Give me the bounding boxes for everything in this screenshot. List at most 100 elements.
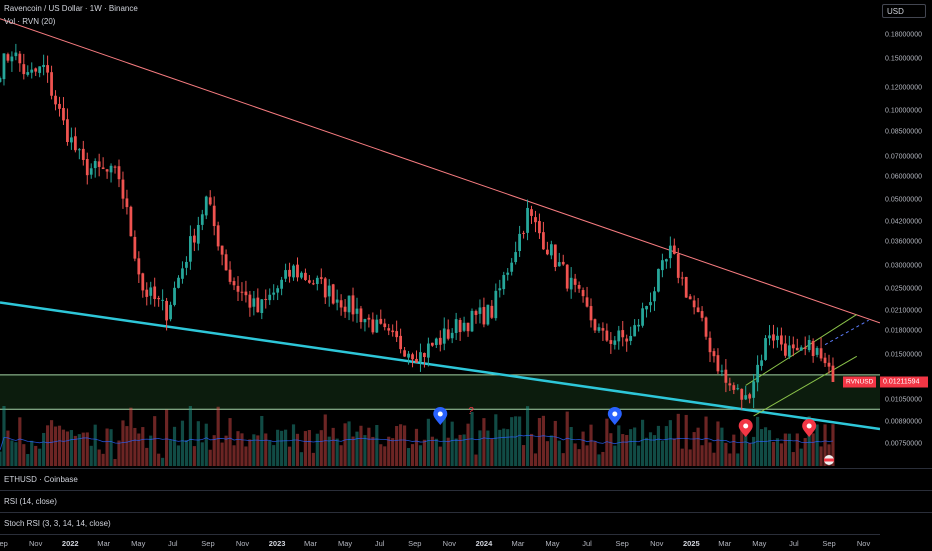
stoch-rsi-pane[interactable]: Stoch RSI (3, 3, 14, 14, close) — [0, 512, 932, 534]
price-axis-label: 0.02500000 — [885, 285, 922, 293]
main-chart[interactable]: ? — [0, 0, 880, 468]
candle-body — [819, 348, 823, 359]
volume-bar — [728, 453, 732, 466]
volume-ma-line — [0, 434, 834, 451]
volume-bar — [601, 451, 605, 466]
candle-body — [240, 291, 244, 293]
candle-body — [768, 335, 771, 339]
volume-bar — [605, 418, 609, 466]
projection-line — [824, 319, 869, 346]
price-axis-label: 0.15000000 — [885, 55, 922, 63]
currency-button[interactable]: USD — [882, 4, 926, 18]
volume-bar — [280, 430, 284, 466]
candle-body — [196, 224, 200, 244]
volume-bar — [97, 449, 101, 466]
volume-bar — [783, 433, 787, 466]
candle-body — [502, 275, 506, 290]
candle-body — [605, 330, 609, 341]
candle-body — [748, 394, 752, 399]
symbol-tag: RVNUSD — [843, 376, 877, 388]
candle-body — [760, 360, 763, 366]
volume-bar — [644, 437, 649, 466]
candle-body — [438, 337, 442, 345]
volume-bar — [220, 442, 224, 466]
candle-body — [811, 341, 815, 357]
candle-body — [510, 262, 514, 272]
volume-bar — [430, 436, 434, 466]
volume-bar — [502, 428, 506, 466]
candle-body — [383, 323, 387, 328]
time-axis-label: Jul — [374, 539, 385, 548]
volume-bar — [696, 427, 700, 466]
volume-bar — [732, 434, 736, 466]
volume-bar — [180, 420, 185, 466]
volume-bar — [387, 436, 391, 466]
volume-bar — [327, 436, 331, 466]
volume-bar — [46, 425, 50, 466]
candle-body — [613, 340, 617, 345]
candle-body — [466, 322, 470, 332]
volume-bar — [466, 423, 470, 466]
volume-bar — [315, 433, 319, 466]
candle-body — [724, 369, 728, 383]
candle-body — [426, 343, 430, 358]
candle-body — [542, 232, 545, 250]
candle-body — [791, 344, 795, 349]
candle-body — [692, 300, 696, 308]
volume-bar — [121, 420, 125, 466]
ethusd-pane-label: ETHUSD · Coinbase — [4, 475, 78, 484]
volume-bar — [375, 424, 379, 466]
volume-bar — [819, 446, 823, 466]
volume-bar — [395, 426, 399, 466]
volume-bar — [18, 417, 22, 466]
candle-body — [129, 206, 133, 237]
volume-bar — [458, 434, 462, 466]
volume-bar — [30, 440, 34, 466]
volume-bar — [367, 427, 371, 466]
flag-stripe — [824, 458, 835, 462]
ethusd-pane[interactable]: ETHUSD · Coinbase — [0, 468, 932, 490]
candle-body — [2, 53, 6, 80]
map-pin-icon — [802, 419, 817, 437]
price-axis-label: 0.06000000 — [885, 173, 922, 181]
candle-body — [224, 254, 228, 271]
time-axis-label: Sep — [822, 539, 836, 548]
time-axis[interactable]: Sep Nov 2022 Mar May Jul Sep Nov 2023 Mar May Jul Se… — [0, 534, 880, 551]
volume-legend: Vol · RVN (20) — [4, 17, 56, 26]
price-axis-label: 0.04200000 — [885, 218, 922, 226]
candle-body — [561, 261, 565, 265]
volume-bar — [260, 415, 264, 466]
candle-body — [204, 196, 208, 216]
volume-bar — [117, 440, 121, 466]
candle-body — [248, 294, 252, 308]
volume-bar — [359, 425, 363, 466]
volume-bar — [609, 433, 613, 466]
rsi-pane[interactable]: RSI (14, close) — [0, 490, 932, 512]
candle-body — [728, 383, 732, 386]
volume-bar — [49, 420, 54, 466]
candle-body — [30, 69, 34, 73]
candle-body — [46, 65, 49, 73]
price-axis[interactable]: 0.18000000 0.15000000 0.12000000 0.10000000… — [880, 0, 932, 468]
candle-body — [780, 335, 783, 345]
volume-bar — [422, 439, 427, 466]
time-axis-label: Mar — [511, 539, 525, 548]
volume-bar — [391, 438, 395, 466]
candle-body — [633, 325, 637, 337]
volume-bar — [438, 446, 442, 466]
volume-bar — [228, 418, 232, 466]
volume-bar — [248, 439, 252, 466]
volume-bar — [196, 421, 200, 466]
volume-bar — [490, 438, 494, 466]
volume-bar — [61, 429, 66, 466]
candle-body — [387, 328, 391, 331]
volume-bar — [637, 445, 641, 466]
candle-body — [177, 277, 180, 288]
time-axis-label: Nov — [650, 539, 664, 548]
volume-bar — [700, 445, 704, 466]
support-trendline-1 — [0, 301, 880, 431]
candle-body — [304, 272, 307, 280]
price-axis-label: 0.00750000 — [885, 440, 922, 448]
candlestick-chart[interactable]: ? — [0, 0, 880, 468]
candle-body — [815, 348, 819, 355]
